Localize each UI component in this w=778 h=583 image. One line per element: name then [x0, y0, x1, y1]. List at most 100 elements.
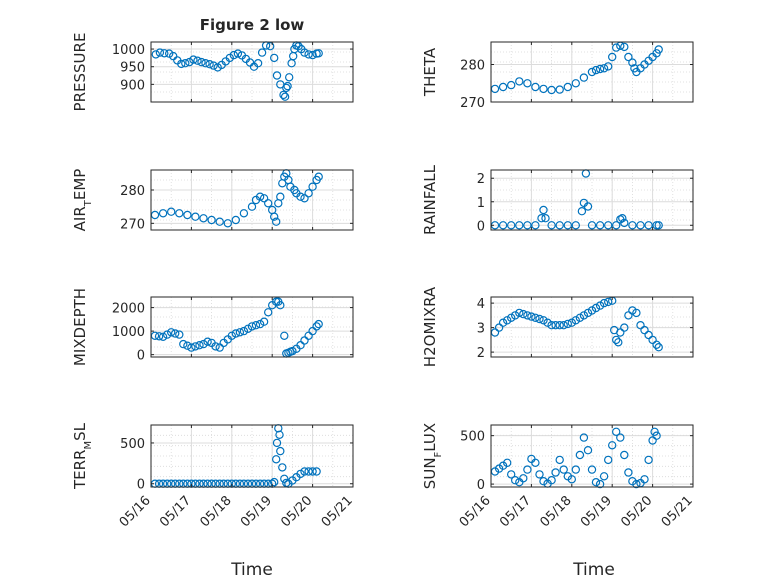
- data-point: [233, 49, 243, 58]
- data-point: [314, 49, 323, 58]
- data-point: [175, 330, 184, 339]
- data-point: [308, 467, 317, 476]
- data-point: [272, 455, 281, 464]
- axes-box: [490, 296, 694, 358]
- subplot-theta: 270 280 THETA: [421, 41, 694, 111]
- data-point: [494, 323, 504, 332]
- data-point: [604, 455, 613, 465]
- data-point: [215, 217, 224, 226]
- y-tick-label: 2: [477, 172, 485, 187]
- data-point: [628, 221, 637, 230]
- data-point: [636, 321, 645, 330]
- grid: [150, 425, 354, 487]
- axes-box: [490, 169, 694, 231]
- data-point: [239, 326, 249, 336]
- data-point: [304, 50, 313, 59]
- data-point: [654, 343, 663, 352]
- data-point: [300, 194, 309, 203]
- data-series: [150, 169, 323, 228]
- data-point: [183, 341, 192, 350]
- data-point: [571, 465, 581, 474]
- y-tick-label: 4: [477, 297, 485, 312]
- data-point: [618, 213, 627, 223]
- data-point: [579, 73, 589, 82]
- data-point: [282, 83, 291, 93]
- data-point: [624, 311, 633, 320]
- data-point: [251, 321, 261, 330]
- data-point: [151, 50, 160, 59]
- data-point: [203, 337, 212, 346]
- data-point: [177, 59, 186, 69]
- data-series: [150, 297, 323, 358]
- data-point: [187, 343, 196, 352]
- data-series: [490, 296, 663, 352]
- data-point: [595, 221, 605, 230]
- data-point: [648, 335, 657, 345]
- data-point: [229, 50, 238, 60]
- data-point: [231, 329, 240, 338]
- data-point: [608, 441, 617, 450]
- y-axis-label: H2OMIXRA: [421, 286, 439, 367]
- data-point: [587, 465, 597, 474]
- data-series: [490, 41, 663, 95]
- data-point: [300, 467, 309, 476]
- data-point: [644, 455, 653, 465]
- data-point: [498, 221, 508, 230]
- data-point: [624, 468, 633, 477]
- data-point: [199, 214, 208, 223]
- y-tick-label: 280: [460, 59, 485, 74]
- data-point: [555, 321, 564, 330]
- data-point: [259, 317, 269, 326]
- data-point: [223, 219, 232, 228]
- data-point: [563, 319, 573, 329]
- data-point: [191, 342, 200, 351]
- data-point: [272, 438, 282, 448]
- data-point: [632, 479, 641, 489]
- data-point: [231, 215, 240, 225]
- data-point: [587, 221, 597, 230]
- data-point: [523, 465, 532, 474]
- y-tick-label: 0: [477, 219, 485, 234]
- figure-title: Figure 2 low: [200, 16, 305, 34]
- y-tick-label: 3: [477, 322, 485, 337]
- data-point: [257, 48, 267, 57]
- data-point: [616, 433, 625, 442]
- data-point: [270, 212, 279, 221]
- data-point: [583, 446, 593, 455]
- data-point: [191, 212, 200, 221]
- data-point: [559, 321, 568, 330]
- data-point: [314, 319, 323, 329]
- data-point: [503, 458, 512, 467]
- y-axis-label: PRESSURE: [71, 33, 89, 112]
- data-point: [197, 57, 206, 67]
- data-point: [259, 194, 269, 203]
- data-point: [652, 340, 661, 349]
- data-point: [620, 42, 629, 52]
- data-point: [535, 314, 544, 324]
- data-point: [555, 221, 564, 230]
- data-point: [547, 85, 556, 95]
- data-point: [563, 82, 573, 92]
- data-point: [595, 479, 605, 489]
- data-point: [612, 43, 621, 52]
- data-point: [304, 467, 313, 476]
- data-point: [507, 80, 516, 90]
- data-point: [239, 209, 249, 218]
- data-point: [654, 221, 663, 230]
- data-series: [490, 427, 661, 489]
- data-point: [498, 82, 508, 92]
- data-point: [652, 431, 661, 440]
- y-tick-label: 1: [477, 196, 485, 211]
- data-point: [650, 427, 659, 436]
- data-point: [591, 303, 601, 313]
- data-point: [523, 311, 532, 320]
- data-point: [279, 90, 288, 100]
- y-tick-label: 280: [120, 184, 145, 199]
- data-point: [189, 55, 198, 64]
- axes-box: [490, 41, 694, 103]
- y-tick-label: 1000: [112, 43, 145, 58]
- data-point: [280, 92, 290, 101]
- data-point: [541, 213, 550, 223]
